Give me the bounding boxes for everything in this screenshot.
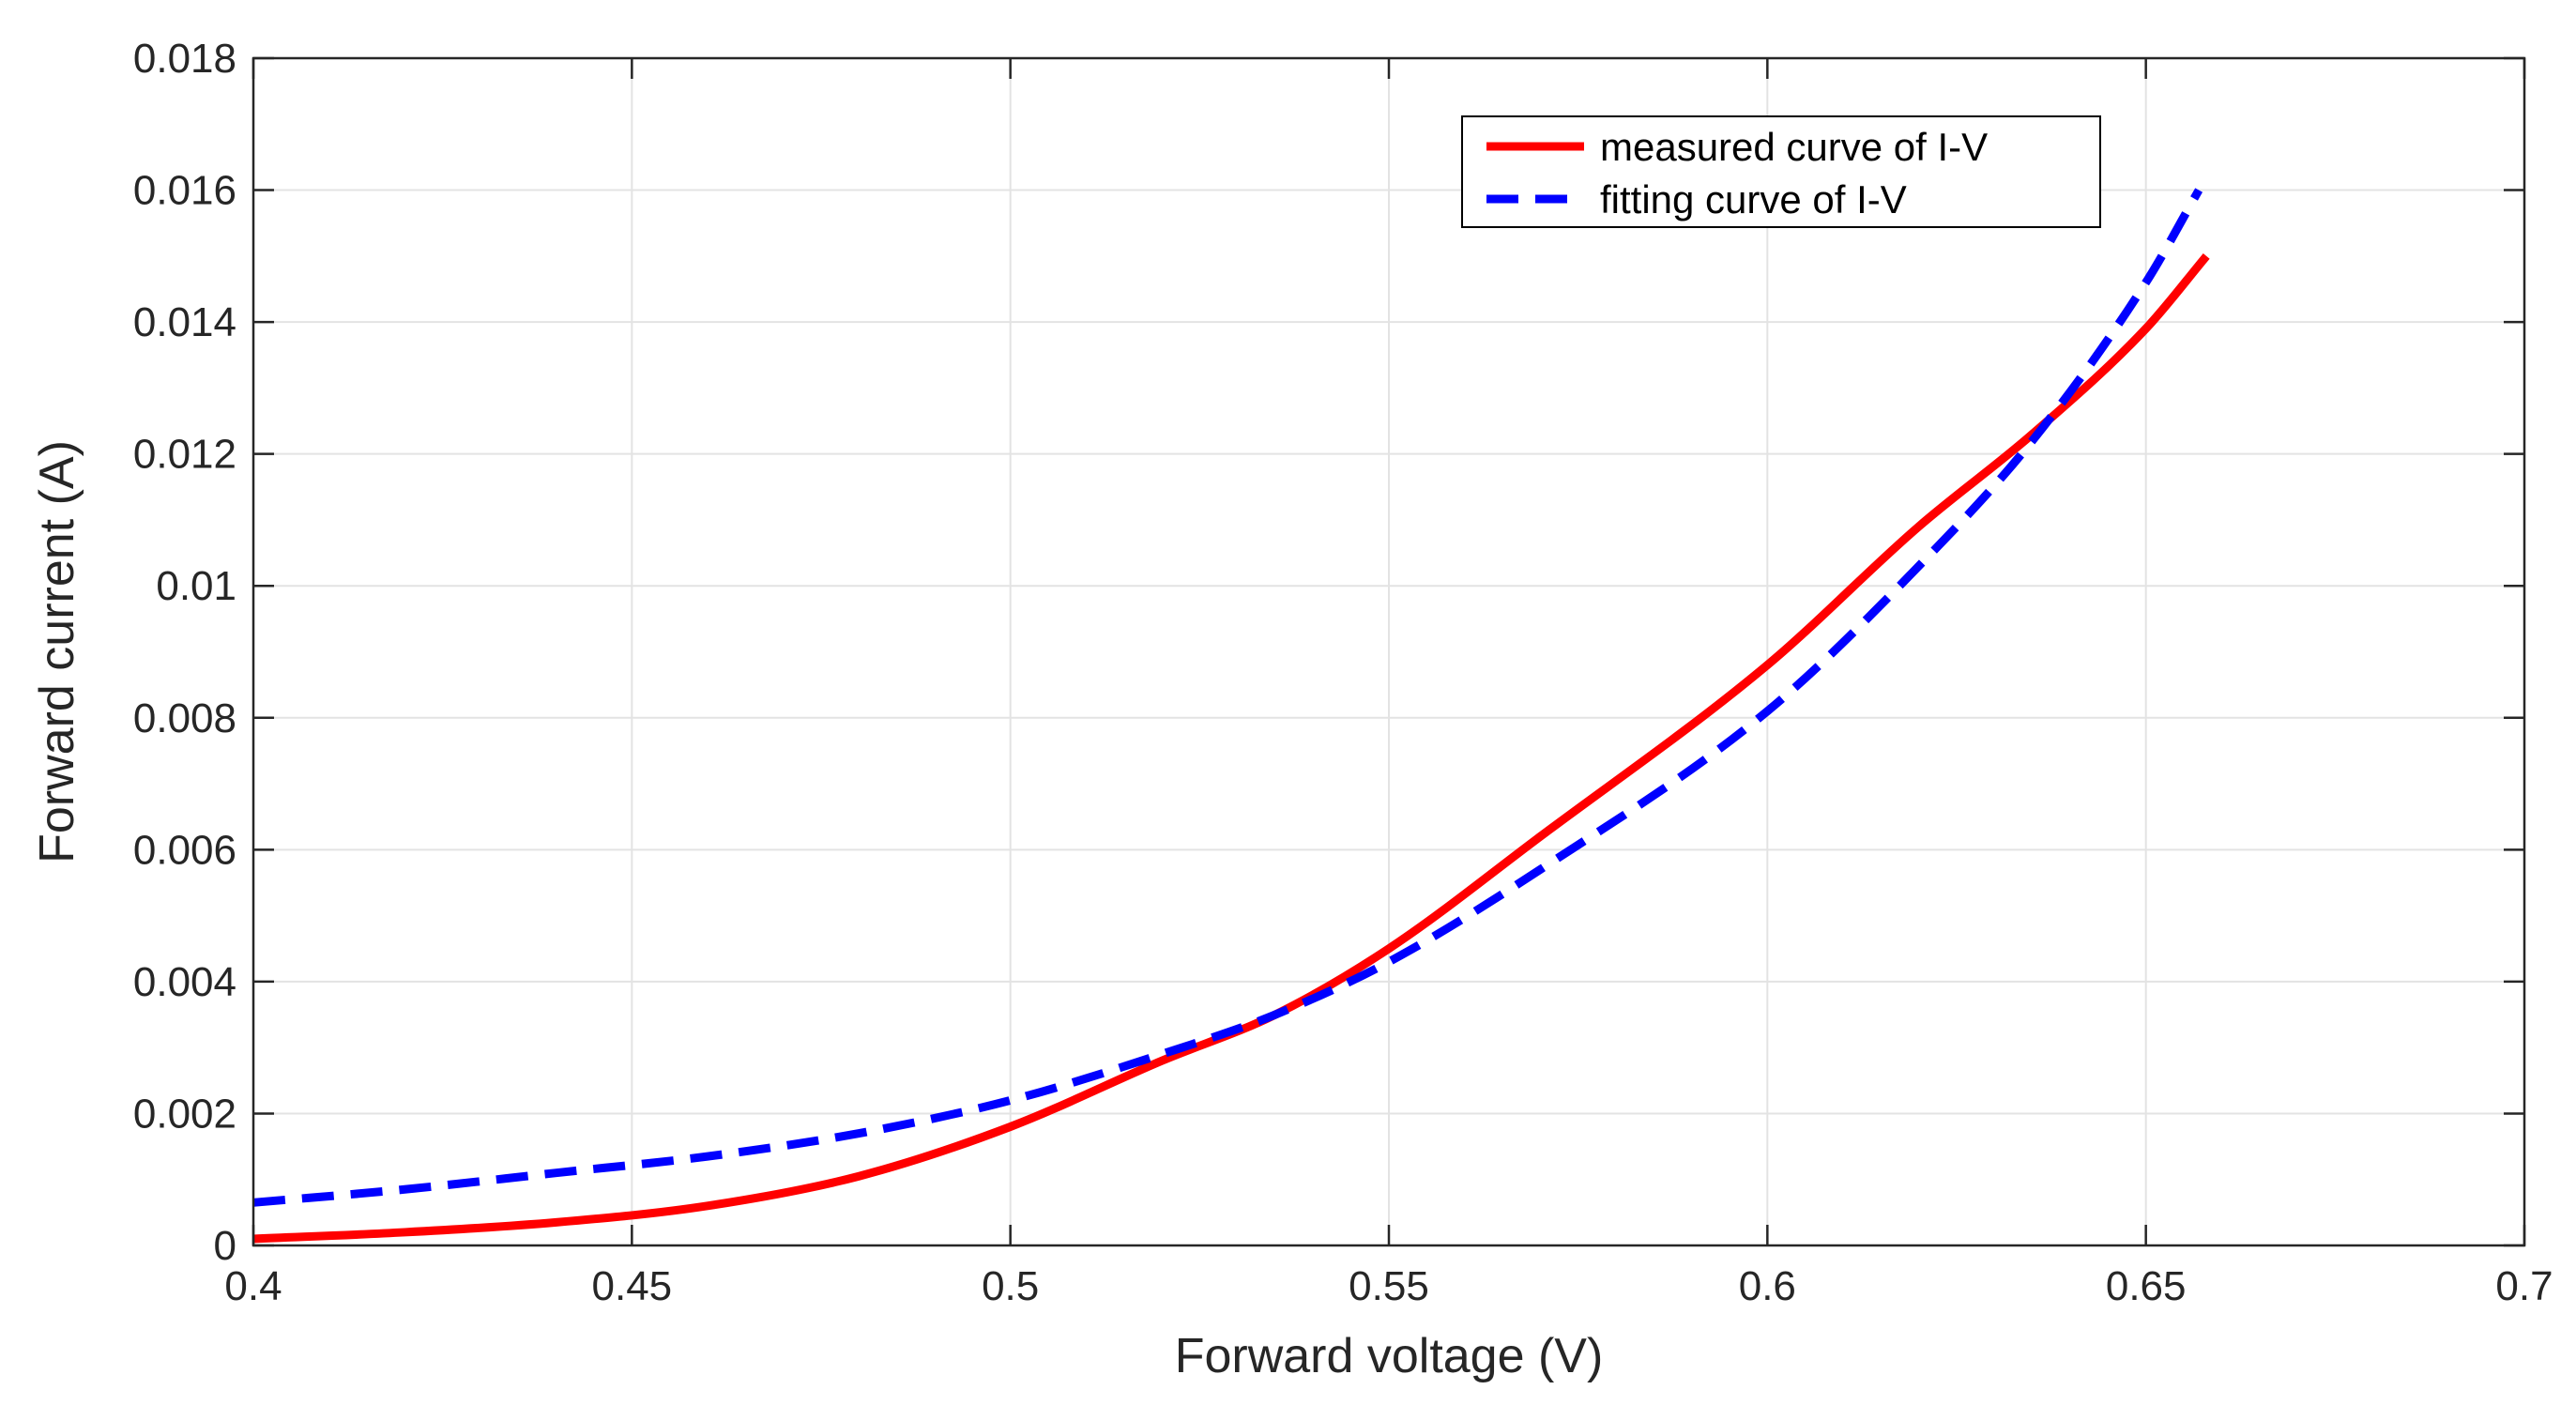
y-tick-label: 0.006 xyxy=(133,827,236,873)
plot-area xyxy=(252,56,2526,1247)
legend: measured curve of I-V fitting curve of I… xyxy=(1461,115,2101,228)
fitting-curve-line xyxy=(252,188,2203,1207)
y-axis-label: Forward current (A) xyxy=(30,440,84,863)
y-tick-label: 0.012 xyxy=(133,432,236,478)
x-tick-label: 0.65 xyxy=(2106,1263,2187,1309)
x-tick-label: 0.7 xyxy=(2495,1263,2553,1309)
x-tick-label: 0.45 xyxy=(592,1263,673,1309)
legend-label-fitting: fitting curve of I-V xyxy=(1600,177,1907,221)
measured-curve-line xyxy=(252,252,2210,1244)
x-axis-label: Forward voltage (V) xyxy=(1175,1329,1604,1383)
x-tick-label: 0.5 xyxy=(982,1263,1039,1309)
x-tick-label: 0.4 xyxy=(224,1263,282,1309)
y-axis-tick-labels: 0 0.002 0.004 0.006 0.008 0.01 0.012 0.014 0.016… xyxy=(133,36,236,1269)
y-tick-label: 0.016 xyxy=(133,168,236,214)
y-tick-label: 0.002 xyxy=(133,1091,236,1137)
y-tick-label: 0.014 xyxy=(133,299,236,345)
legend-label-measured: measured curve of I-V xyxy=(1600,125,1988,169)
y-tick-label: 0.018 xyxy=(133,36,236,82)
legend-box xyxy=(1461,115,2101,228)
y-tick-label: 0.01 xyxy=(156,563,236,609)
x-axis-tick-labels: 0.4 0.45 0.5 0.55 0.6 0.65 0.7 xyxy=(224,1263,2553,1309)
x-tick-label: 0.6 xyxy=(1739,1263,1796,1309)
y-tick-label: 0.008 xyxy=(133,695,236,741)
y-tick-label: 0 xyxy=(214,1223,236,1269)
tick-marks xyxy=(252,56,2526,1247)
x-tick-label: 0.55 xyxy=(1349,1263,1429,1309)
y-tick-label: 0.004 xyxy=(133,959,236,1005)
data-series xyxy=(252,188,2210,1244)
